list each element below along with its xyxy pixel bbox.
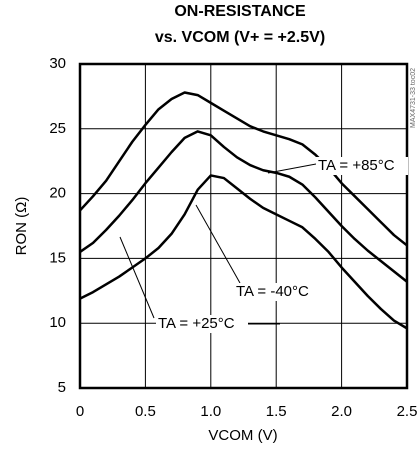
label-bg — [156, 315, 248, 333]
x-tick-label: 0.5 — [135, 403, 156, 420]
y-tick-label: 30 — [49, 55, 66, 72]
data-line — [79, 174, 408, 330]
y-tick-label: 5 — [58, 379, 66, 396]
data-line — [79, 130, 408, 283]
series-label: TA = +25°C — [158, 315, 235, 332]
chart-title: ON-RESISTANCE — [174, 3, 306, 20]
x-tick-label: 0 — [76, 403, 84, 420]
leader-line — [195, 204, 241, 284]
plot-border — [78, 62, 409, 390]
series-label: TA = +85°C — [318, 157, 395, 174]
leader-line — [119, 236, 155, 319]
x-tick-label: 1.5 — [266, 403, 287, 420]
data-line — [79, 91, 408, 247]
watermark: MAX4731-33 toc02 — [410, 68, 417, 128]
leader-line — [267, 163, 317, 174]
y-tick-label: 15 — [49, 249, 66, 266]
label-bg — [316, 157, 408, 175]
y-axis-label: RON (Ω) — [13, 197, 30, 256]
x-axis-label: VCOM (V) — [208, 427, 277, 444]
y-tick-label: 25 — [49, 120, 66, 137]
series-label: TA = -40°C — [236, 283, 309, 300]
x-tick-label: 1.0 — [200, 403, 221, 420]
y-tick-label: 10 — [49, 314, 66, 331]
label-bg — [234, 283, 326, 301]
chart-subtitle: vs. VCOM (V+ = +2.5V) — [155, 29, 325, 46]
x-tick-label: 2.5 — [397, 403, 418, 420]
y-tick-label: 20 — [49, 185, 66, 202]
x-tick-label: 2.0 — [331, 403, 352, 420]
